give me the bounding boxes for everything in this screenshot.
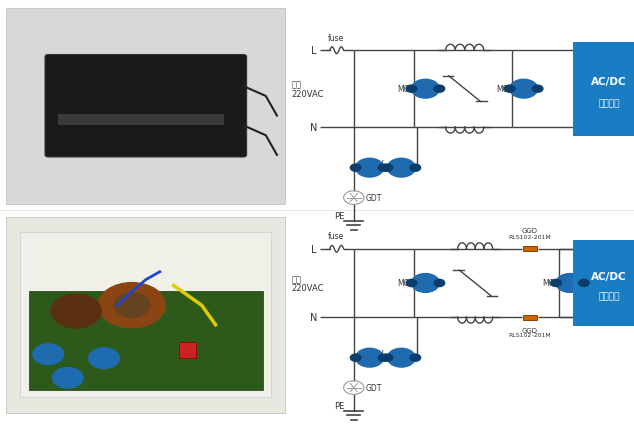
Circle shape (382, 165, 392, 172)
Circle shape (113, 293, 150, 318)
FancyBboxPatch shape (573, 43, 634, 136)
Circle shape (551, 280, 561, 287)
Text: 转换电路: 转换电路 (598, 291, 619, 301)
Text: MOV: MOV (366, 159, 384, 168)
FancyBboxPatch shape (573, 241, 634, 326)
Circle shape (533, 86, 543, 93)
Circle shape (411, 80, 439, 99)
Circle shape (51, 294, 101, 328)
Text: 输入: 输入 (292, 274, 302, 283)
Text: MOV: MOV (366, 349, 384, 358)
Circle shape (434, 86, 444, 93)
Text: L: L (311, 46, 317, 56)
Circle shape (387, 348, 415, 367)
Circle shape (410, 165, 420, 172)
Circle shape (505, 86, 515, 93)
Circle shape (510, 80, 538, 99)
Text: MOV: MOV (496, 85, 514, 94)
Circle shape (378, 354, 389, 361)
Text: GDT: GDT (365, 193, 382, 203)
Text: MOV: MOV (398, 279, 415, 288)
Text: GDT: GDT (365, 383, 382, 392)
Circle shape (98, 283, 165, 328)
Bar (6, 217, 285, 413)
Text: N: N (309, 312, 317, 322)
Circle shape (406, 86, 417, 93)
Text: RLS102-201M: RLS102-201M (508, 332, 552, 337)
Text: fuse: fuse (328, 34, 344, 43)
Circle shape (406, 280, 417, 287)
Circle shape (89, 348, 119, 368)
Circle shape (411, 274, 439, 293)
Circle shape (387, 159, 415, 178)
Text: fuse: fuse (328, 232, 344, 241)
Circle shape (351, 165, 361, 172)
Bar (523, 315, 537, 320)
Bar (523, 247, 537, 252)
Text: 220VAC: 220VAC (292, 283, 324, 292)
Text: GGD: GGD (522, 327, 538, 333)
Circle shape (356, 159, 384, 178)
Circle shape (53, 368, 83, 388)
Circle shape (556, 274, 584, 293)
Bar (29, 292, 263, 390)
Text: AC/DC: AC/DC (591, 77, 627, 87)
Text: L: L (311, 244, 317, 254)
Circle shape (378, 165, 389, 172)
Text: 转换电路: 转换电路 (598, 99, 619, 108)
Bar (58, 114, 224, 126)
Circle shape (382, 354, 392, 361)
Text: MOV: MOV (542, 279, 560, 288)
Text: AC/DC: AC/DC (591, 271, 627, 282)
Text: 输入: 输入 (292, 81, 302, 89)
Text: 220VAC: 220VAC (292, 89, 324, 98)
Text: GGD: GGD (522, 227, 538, 233)
Circle shape (434, 280, 444, 287)
Circle shape (33, 344, 63, 365)
FancyBboxPatch shape (45, 55, 247, 158)
Circle shape (579, 280, 589, 287)
Text: PE: PE (334, 212, 344, 221)
Text: PE: PE (334, 401, 344, 411)
Text: RLS102-201M: RLS102-201M (508, 235, 552, 240)
Bar (6, 9, 285, 204)
Circle shape (410, 354, 420, 361)
Bar (179, 343, 196, 358)
Circle shape (356, 348, 384, 367)
Text: N: N (309, 123, 317, 133)
Bar (20, 233, 271, 397)
Text: MOV: MOV (398, 85, 415, 94)
Circle shape (351, 354, 361, 361)
